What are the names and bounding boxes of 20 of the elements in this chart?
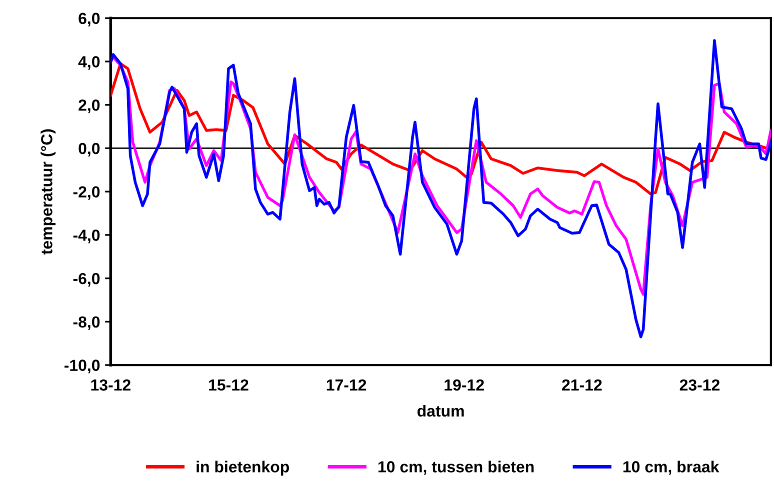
y-tick-label: 0,0 [78,142,100,156]
y-tick-label: 2,0 [78,99,100,114]
y-tick-label: 4,0 [78,56,100,70]
x-tick-label: 15-12 [209,379,248,391]
y-tick-label: -2,0 [73,186,100,200]
x-tick-label: 17-12 [326,379,366,391]
y-tick-label: -4,0 [73,230,100,244]
x-tick-label: 21-12 [562,379,602,391]
legend-label: 10 cm, braak [623,460,720,475]
legend-label: in bietenkop [196,460,289,476]
y-axis-title: temperatuur (°C) [40,129,56,254]
y-tick-label: 6,0 [78,12,100,26]
x-tick-label: 13-12 [91,379,130,391]
y-tick-label: -10,0 [64,360,100,374]
y-tick-label: -8,0 [73,316,100,330]
x-tick-label: 19-12 [444,379,484,391]
x-tick-label: 23-12 [680,379,720,391]
y-tick-label: -6,0 [73,272,100,287]
x-axis-title: datum [417,404,464,417]
legend-label: 10 cm, tussen bieten [378,460,534,475]
